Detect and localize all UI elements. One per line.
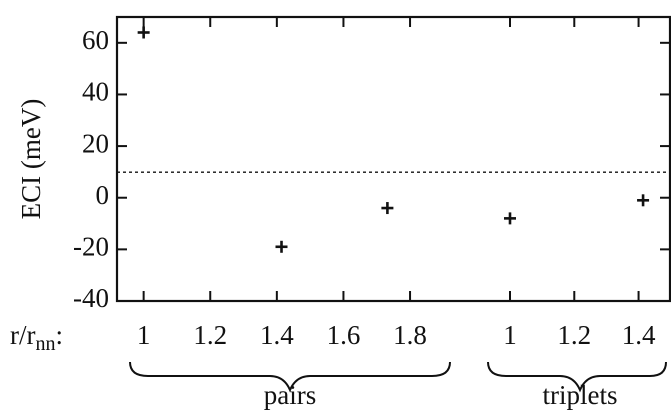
y-axis-title: ECI (meV) (16, 99, 46, 220)
pairs-group-label: pairs (264, 380, 316, 410)
x-axis-title-subscript: nn (35, 333, 55, 355)
y-tick-label: -40 (73, 283, 109, 313)
x-tick-label: 1.6 (327, 320, 361, 350)
plot-frame (115, 15, 671, 303)
y-tick-label: 20 (82, 128, 109, 158)
x-tick-label: 1.8 (393, 320, 427, 350)
x-axis-title-prefix: r/r (10, 320, 35, 350)
x-axis-title: r/rnn: (10, 320, 63, 355)
x-tick-label: 1.2 (557, 320, 591, 350)
triplets-data-point (637, 194, 650, 207)
y-tick-label: 0 (96, 180, 110, 210)
y-tick-label: 60 (82, 25, 109, 55)
x-axis-title-suffix: : (55, 320, 63, 350)
y-tick-label: 40 (82, 77, 109, 107)
x-axis: 1 1.2 1.4 1.6 1.8 1 1.2 1.4 (137, 17, 656, 350)
y-axis: -40 -20 0 20 40 60 (73, 25, 670, 313)
data-points (137, 26, 650, 253)
x-tick-label: 1.2 (193, 320, 227, 350)
triplets-data-point (504, 212, 516, 225)
x-tick-label: 1 (137, 320, 151, 350)
pairs-data-point (381, 202, 394, 215)
pairs-data-point (275, 240, 288, 253)
pairs-brace (129, 361, 451, 393)
pairs-data-point (137, 26, 150, 39)
triplets-brace (487, 361, 667, 393)
triplets-group-label: triplets (543, 380, 618, 410)
x-tick-label: 1.4 (622, 320, 656, 350)
x-tick-label: 1 (503, 320, 517, 350)
y-tick-label: -20 (73, 232, 109, 262)
x-tick-label: 1.4 (260, 320, 294, 350)
